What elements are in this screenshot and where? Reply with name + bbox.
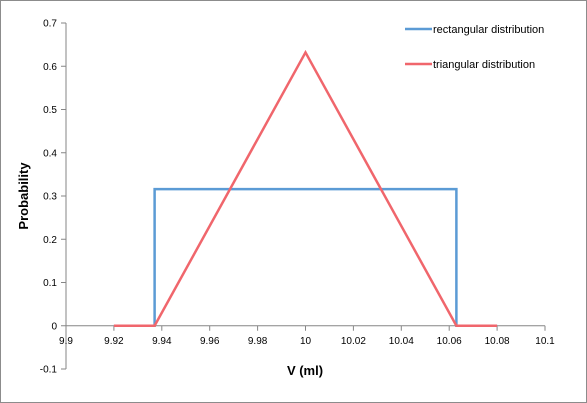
y-tick-label: 0.4 (43, 148, 57, 159)
x-tick-label: 10.06 (437, 336, 462, 347)
series-layer (113, 49, 498, 327)
x-tick-label: 10.08 (485, 336, 510, 347)
legend-label: triangular distribution (433, 59, 535, 71)
x-tick-label: 10 (300, 336, 312, 347)
y-axis-title: Probability (16, 162, 31, 230)
x-axis-title: V (ml) (287, 363, 323, 378)
series-line-triangular (113, 49, 498, 327)
y-tick-label: 0.1 (43, 278, 57, 289)
y-tick-label: 0.7 (43, 19, 57, 30)
x-tick-label: 9.9 (59, 336, 73, 347)
legend-label: rectangular distribution (433, 24, 544, 36)
x-tick-label: 10.1 (535, 336, 555, 347)
y-tick-label: 0.6 (43, 62, 57, 73)
axes: -0.1 0 0.1 0.2 0.3 0.4 0.5 0.6 0.7 9.9 9.92 9.94 9.9… (40, 19, 555, 376)
y-tick-label: 0.2 (43, 235, 57, 246)
x-tick-label: 9.98 (248, 336, 268, 347)
x-tick-label: 10.04 (389, 336, 414, 347)
x-tick-label: 10.02 (341, 336, 366, 347)
y-tick-label: 0.5 (43, 105, 57, 116)
y-tick-label: 0 (51, 321, 57, 332)
series-line-rectangular (113, 187, 498, 327)
y-tick-label: -0.1 (40, 365, 58, 376)
x-tick-label: 9.92 (104, 336, 124, 347)
y-tick-label: 0.3 (43, 192, 57, 203)
x-tick-label: 9.94 (152, 336, 172, 347)
x-tick-label: 9.96 (200, 336, 220, 347)
legend: rectangular distribution triangular distr… (405, 24, 544, 71)
